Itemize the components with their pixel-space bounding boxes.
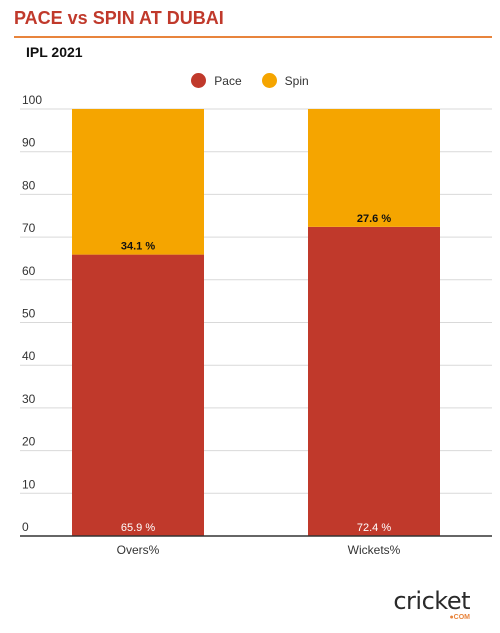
bar-spin-1 bbox=[308, 109, 440, 227]
data-label: 65.9 % bbox=[121, 522, 155, 534]
y-tick-label: 40 bbox=[22, 349, 36, 363]
title-divider bbox=[14, 36, 492, 38]
legend-swatch-spin bbox=[261, 73, 277, 88]
y-tick-label: 10 bbox=[22, 477, 36, 491]
chart-legend: Pace Spin bbox=[0, 73, 500, 88]
cricket-com-logo-sub: ●COM bbox=[449, 614, 470, 621]
legend-swatch-pace bbox=[191, 73, 207, 88]
y-tick-label: 0 bbox=[22, 520, 29, 534]
data-label: 27.6 % bbox=[357, 213, 391, 225]
bar-pace-0 bbox=[72, 254, 204, 536]
x-tick-label: Overs% bbox=[117, 543, 160, 557]
y-tick-label: 80 bbox=[22, 178, 36, 192]
bar-spin-0 bbox=[72, 109, 204, 255]
y-tick-label: 60 bbox=[22, 264, 36, 278]
legend-item-spin: Spin bbox=[261, 73, 309, 88]
y-tick-label: 70 bbox=[22, 221, 36, 235]
data-label: 72.4 % bbox=[357, 522, 391, 534]
legend-label-spin: Spin bbox=[284, 73, 309, 88]
y-tick-label: 20 bbox=[22, 435, 36, 449]
y-tick-label: 100 bbox=[22, 93, 42, 107]
y-tick-label: 30 bbox=[22, 392, 36, 406]
bar-pace-1 bbox=[308, 226, 440, 537]
legend-item-pace: Pace bbox=[191, 73, 242, 88]
y-tick-label: 50 bbox=[22, 307, 36, 321]
page-title: PACE vs SPIN AT DUBAI bbox=[14, 8, 224, 28]
cricket-com-logo: cricket bbox=[393, 587, 470, 615]
x-tick-label: Wickets% bbox=[348, 543, 401, 557]
data-label: 34.1 % bbox=[121, 241, 155, 253]
legend-label-pace: Pace bbox=[214, 73, 242, 88]
chart-subtitle: IPL 2021 bbox=[26, 44, 83, 60]
y-tick-label: 90 bbox=[22, 136, 36, 150]
